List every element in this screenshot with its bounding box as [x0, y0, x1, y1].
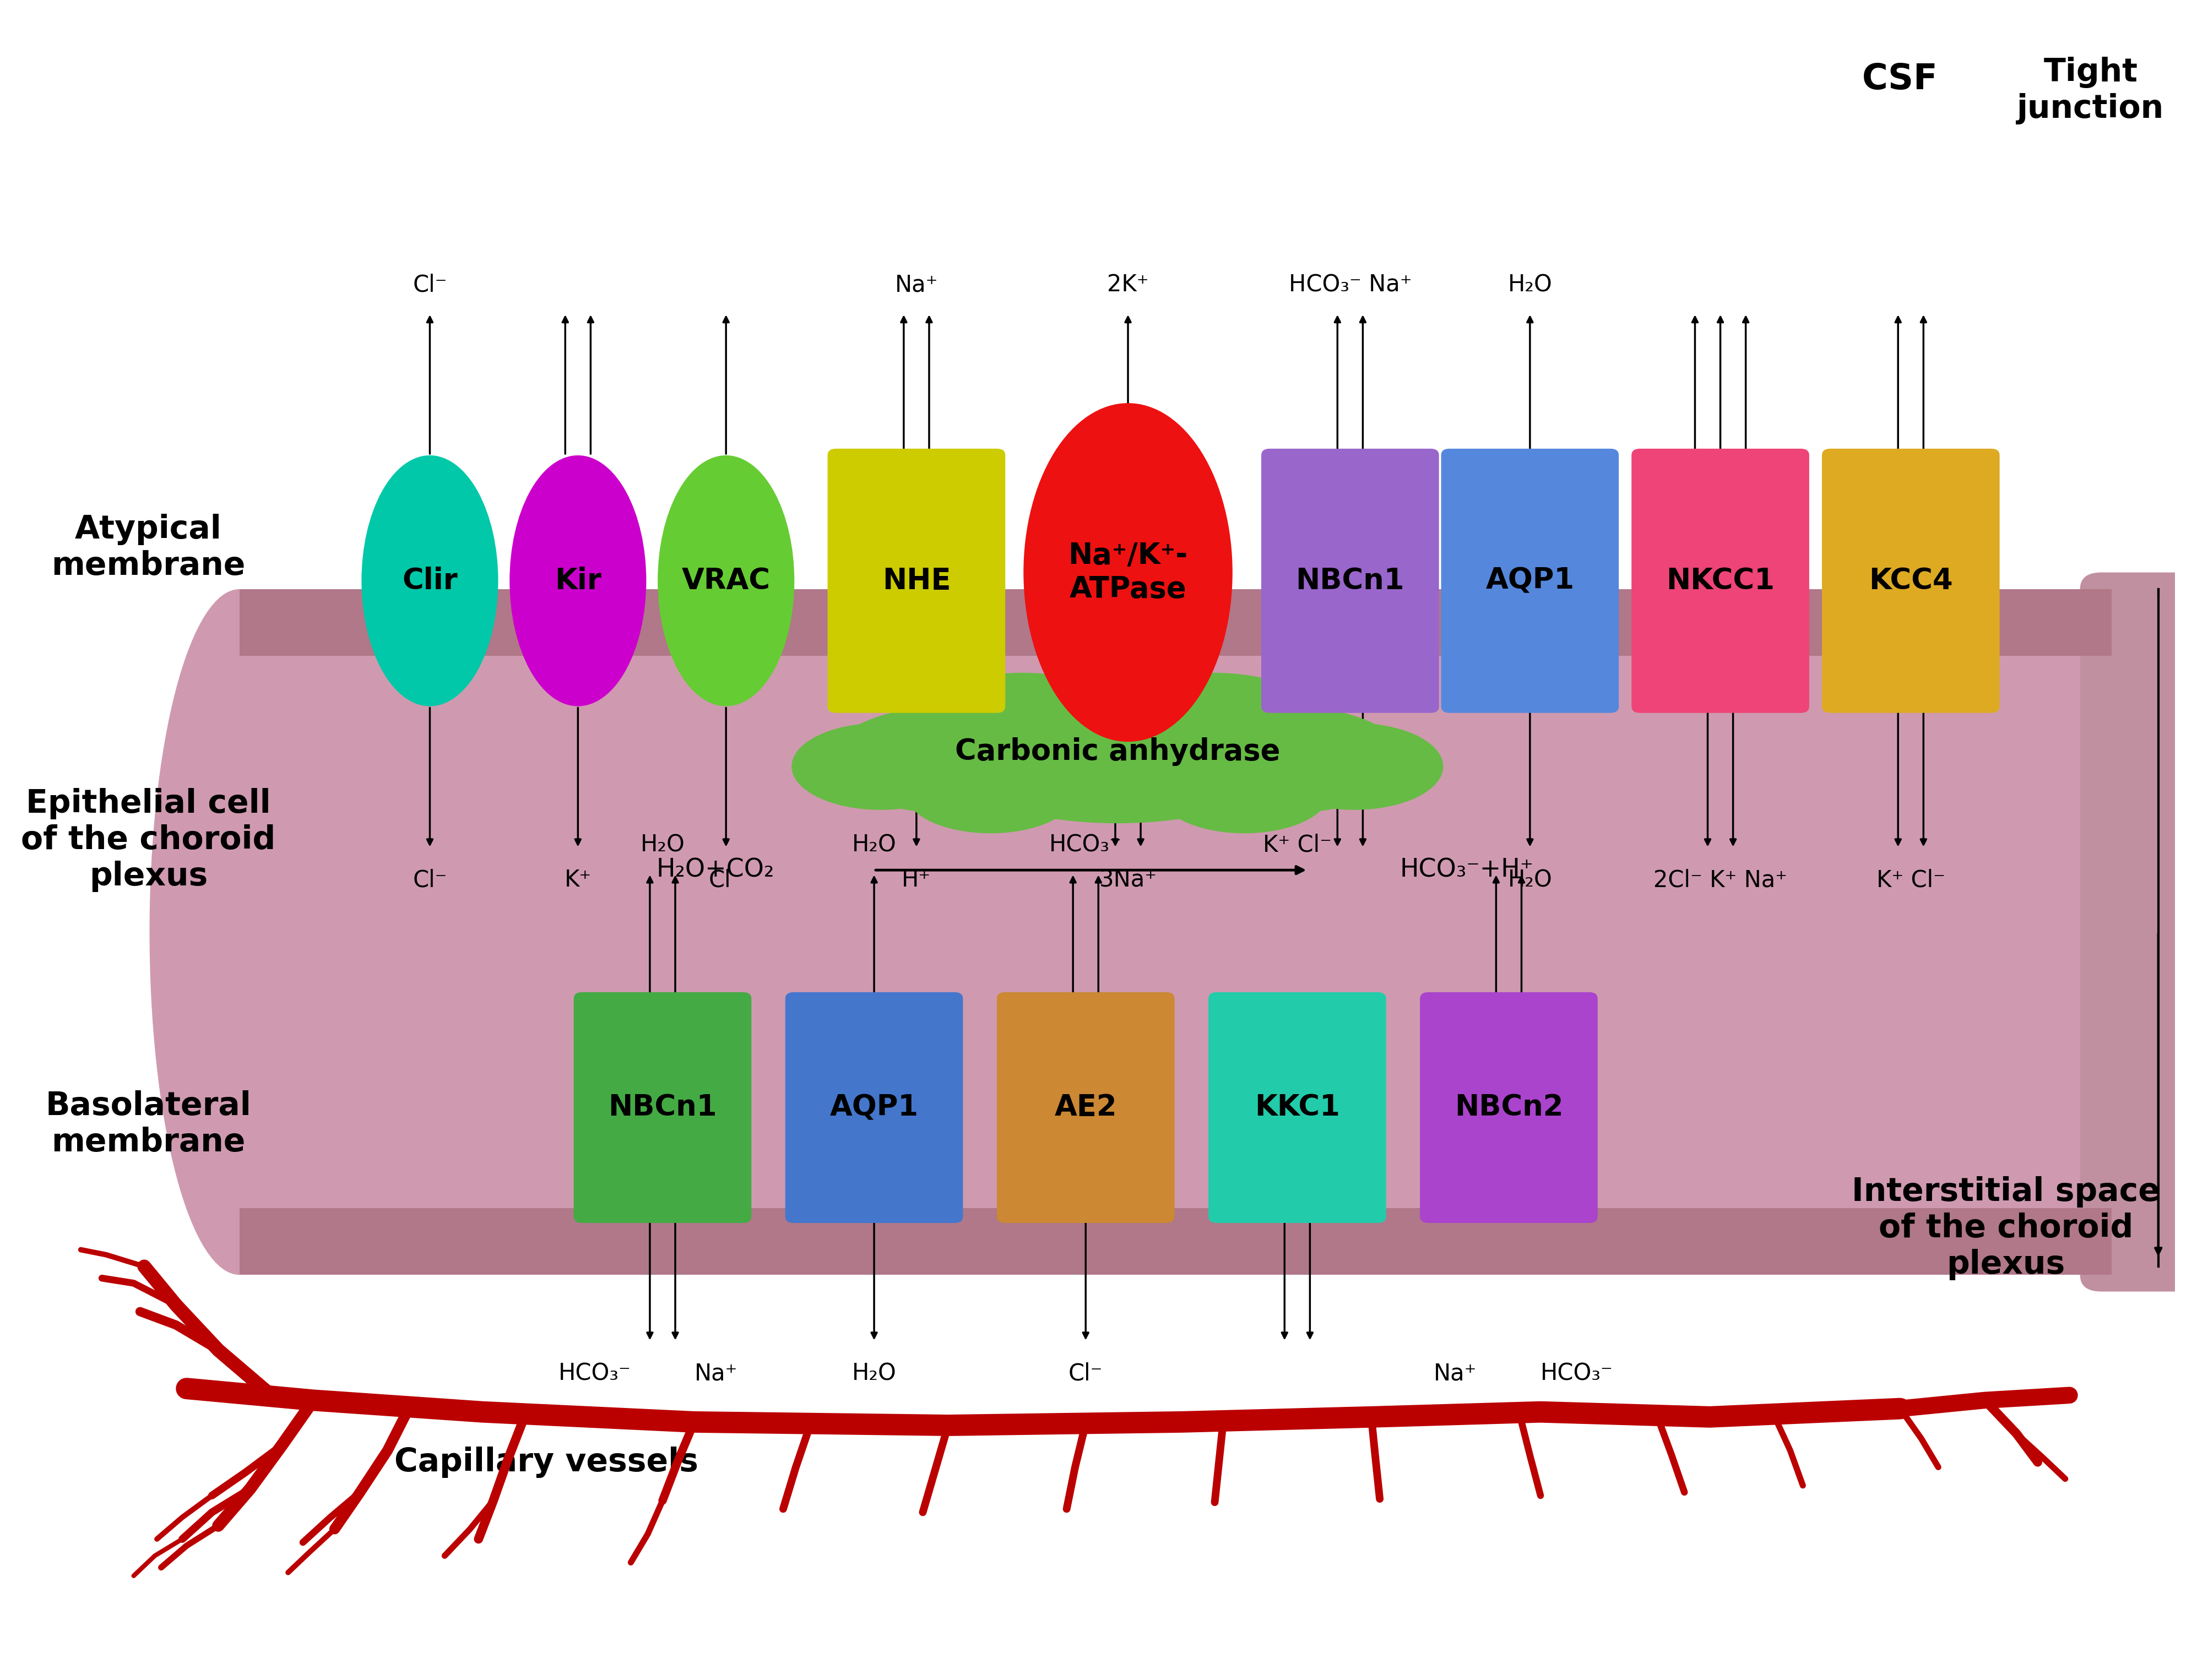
Text: H₂O: H₂O: [639, 833, 685, 857]
Text: HCO₃⁻: HCO₃⁻: [1050, 833, 1123, 857]
Text: Basolateral
membrane: Basolateral membrane: [46, 1090, 250, 1158]
Text: 3Na⁺: 3Na⁺: [1098, 869, 1158, 892]
FancyBboxPatch shape: [997, 993, 1175, 1223]
Text: NBCn1: NBCn1: [609, 1094, 716, 1122]
Ellipse shape: [149, 590, 330, 1275]
Ellipse shape: [905, 753, 1074, 833]
Text: KKC1: KKC1: [1254, 1094, 1340, 1122]
FancyBboxPatch shape: [2081, 573, 2197, 1292]
Text: Carbonic anhydrase: Carbonic anhydrase: [956, 738, 1281, 766]
Text: AQP1: AQP1: [830, 1094, 918, 1122]
Text: HCO₃⁻ Na⁺: HCO₃⁻ Na⁺: [1290, 274, 1413, 296]
Ellipse shape: [830, 706, 1066, 813]
Ellipse shape: [1160, 753, 1329, 833]
Text: 2Cl⁻ K⁺ Na⁺: 2Cl⁻ K⁺ Na⁺: [1654, 869, 1788, 892]
Text: HCO₃⁻+H⁺: HCO₃⁻+H⁺: [1399, 858, 1534, 882]
FancyBboxPatch shape: [1441, 449, 1619, 712]
Text: H₂O: H₂O: [1507, 274, 1553, 296]
Ellipse shape: [363, 455, 499, 706]
Text: NKCC1: NKCC1: [1665, 566, 1775, 595]
Text: H₂O+CO₂: H₂O+CO₂: [657, 858, 776, 882]
Text: Kir: Kir: [554, 566, 602, 595]
Ellipse shape: [1169, 706, 1406, 813]
Ellipse shape: [1265, 722, 1443, 810]
Text: Cl⁻: Cl⁻: [710, 869, 743, 892]
Text: K⁺ Cl⁻: K⁺ Cl⁻: [1263, 833, 1331, 857]
Text: H₂O: H₂O: [852, 833, 896, 857]
Ellipse shape: [945, 696, 1292, 823]
Text: Clir: Clir: [402, 566, 457, 595]
Text: AQP1: AQP1: [1485, 566, 1575, 595]
Text: H⁺: H⁺: [901, 869, 932, 892]
Ellipse shape: [510, 455, 646, 706]
Text: 2K⁺: 2K⁺: [1107, 274, 1149, 296]
Text: Cl⁻: Cl⁻: [1068, 1362, 1103, 1384]
Ellipse shape: [2021, 590, 2197, 1275]
Text: Capillary vessels: Capillary vessels: [393, 1446, 699, 1478]
FancyBboxPatch shape: [1821, 449, 1999, 712]
Text: Interstitial space
of the choroid
plexus: Interstitial space of the choroid plexus: [1852, 1176, 2160, 1280]
Text: VRAC: VRAC: [681, 566, 771, 595]
Ellipse shape: [1024, 403, 1233, 743]
FancyBboxPatch shape: [1632, 449, 1808, 712]
Ellipse shape: [791, 722, 969, 810]
Ellipse shape: [907, 672, 1136, 773]
Text: Na⁺: Na⁺: [1435, 1362, 1476, 1384]
FancyBboxPatch shape: [1208, 993, 1386, 1223]
Text: NBCn1: NBCn1: [1296, 566, 1404, 595]
Text: Atypical
membrane: Atypical membrane: [51, 514, 246, 581]
Text: Cl⁻: Cl⁻: [413, 274, 446, 296]
Text: H₂O: H₂O: [1507, 869, 1553, 892]
FancyBboxPatch shape: [573, 993, 751, 1223]
FancyBboxPatch shape: [828, 449, 1006, 712]
Text: Na⁺: Na⁺: [694, 1362, 738, 1384]
Text: AE2: AE2: [1055, 1094, 1116, 1122]
Text: H₂O: H₂O: [852, 1362, 896, 1384]
Text: Cl⁻: Cl⁻: [413, 869, 446, 892]
Text: Na⁺: Na⁺: [894, 274, 938, 296]
FancyBboxPatch shape: [1261, 449, 1439, 712]
Text: NBCn2: NBCn2: [1454, 1094, 1564, 1122]
Bar: [239, 590, 2111, 657]
FancyBboxPatch shape: [239, 590, 2111, 1275]
Text: NHE: NHE: [883, 566, 951, 595]
FancyBboxPatch shape: [1419, 993, 1597, 1223]
Text: K⁺ Cl⁻: K⁺ Cl⁻: [1876, 869, 1944, 892]
Text: Na⁺/K⁺-
ATPase: Na⁺/K⁺- ATPase: [1068, 541, 1189, 603]
Text: K⁺: K⁺: [565, 869, 591, 892]
Text: KCC4: KCC4: [1870, 566, 1953, 595]
Text: HCO₃⁻: HCO₃⁻: [1540, 1362, 1613, 1384]
Text: CSF: CSF: [1863, 62, 1938, 96]
Ellipse shape: [1098, 672, 1327, 773]
Text: Tight
junction: Tight junction: [2017, 57, 2164, 124]
Text: Epithelial cell
of the choroid
plexus: Epithelial cell of the choroid plexus: [22, 788, 277, 892]
Bar: [239, 1208, 2111, 1275]
Ellipse shape: [657, 455, 795, 706]
Text: HCO₃⁻: HCO₃⁻: [558, 1362, 631, 1384]
FancyBboxPatch shape: [784, 993, 962, 1223]
